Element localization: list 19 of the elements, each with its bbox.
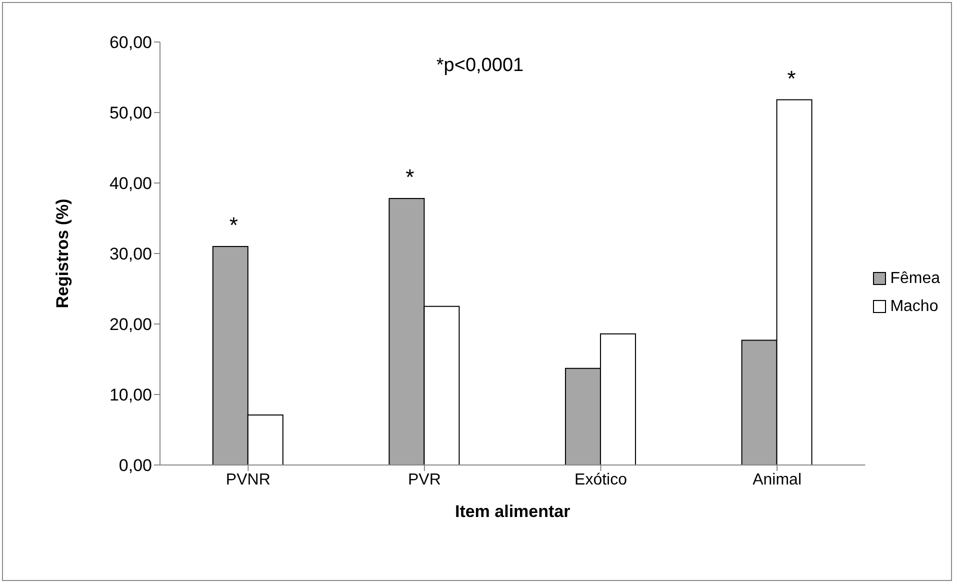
annotation: * [229,212,238,238]
y-axis-title: Registros (%) [53,198,72,308]
y-tick-label: 30,00 [109,244,152,264]
legend-label: Fêmea [890,270,940,288]
y-tick-label: 0,00 [118,456,152,476]
y-tick-label: 10,00 [109,386,152,405]
annotation: *p<0,0001 [435,55,525,77]
y-tick-label: 40,00 [109,174,152,194]
y-tick-label: 20,00 [109,315,152,334]
x-tick-label: PVNR [226,471,270,488]
annotation: * [787,66,796,91]
x-tick-label: Exótico [574,471,628,488]
legend-label: Macho [890,298,938,316]
annotation: * [406,164,415,190]
x-axis-title: Item alimentar [454,502,571,522]
y-tick-label: 60,00 [109,33,152,52]
y-tick-label: 50,00 [109,104,152,123]
x-tick-label: PVR [408,471,441,488]
x-tick-label: Animal [752,471,802,488]
